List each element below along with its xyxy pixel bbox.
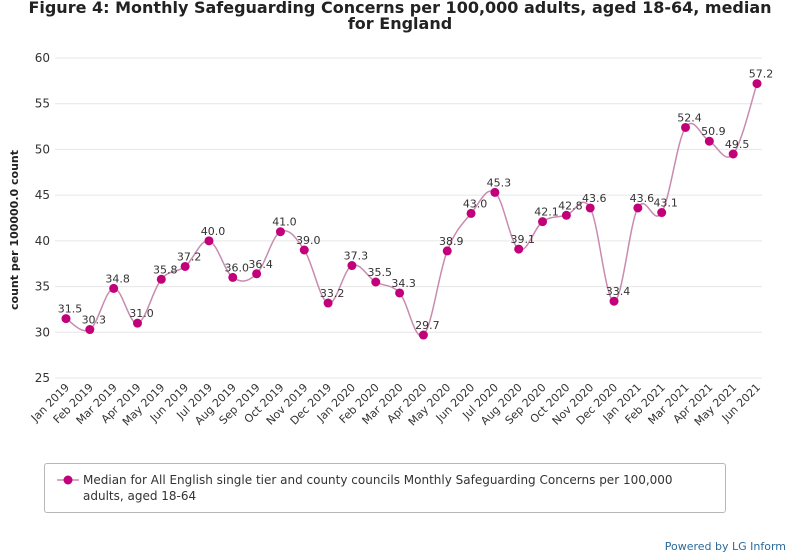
powered-by-credit[interactable]: Powered by LG Inform (664, 540, 786, 553)
data-point[interactable] (371, 277, 381, 287)
data-label: 36.0 (225, 261, 250, 274)
data-point[interactable] (466, 208, 476, 218)
data-label: 33.4 (606, 285, 631, 298)
data-point[interactable] (228, 272, 238, 282)
data-point[interactable] (633, 203, 643, 213)
data-point[interactable] (609, 296, 619, 306)
y-tick-label: 30 (35, 325, 50, 339)
legend-marker-icon (57, 475, 79, 485)
y-axis-title: count per 100000.0 count (8, 150, 21, 310)
data-label: 52.4 (677, 111, 702, 124)
data-point[interactable] (299, 245, 309, 255)
data-point[interactable] (561, 210, 571, 220)
y-tick-label: 40 (35, 234, 50, 248)
data-point[interactable] (275, 227, 285, 237)
data-point[interactable] (180, 261, 190, 271)
data-point[interactable] (132, 318, 142, 328)
legend-series-name: Median for All English single tier and c… (83, 473, 673, 503)
data-label: 34.3 (391, 277, 416, 290)
data-label: 43.1 (653, 197, 678, 210)
data-label: 57.2 (749, 68, 774, 81)
data-label: 49.5 (725, 138, 750, 151)
data-point[interactable] (85, 325, 95, 335)
y-tick-label: 45 (35, 188, 50, 202)
data-label: 43.6 (582, 192, 607, 205)
y-tick-label: 25 (35, 371, 50, 385)
data-point[interactable] (728, 149, 738, 159)
data-point[interactable] (418, 330, 428, 340)
data-label: 34.8 (105, 272, 130, 285)
data-label: 41.0 (272, 216, 297, 229)
data-point[interactable] (752, 79, 762, 89)
data-point[interactable] (585, 203, 595, 213)
data-label: 40.0 (201, 225, 226, 238)
data-point[interactable] (538, 217, 548, 227)
data-label: 45.3 (487, 176, 512, 189)
data-label: 39.0 (296, 234, 321, 247)
y-tick-label: 50 (35, 142, 50, 156)
data-label: 42.8 (558, 199, 583, 212)
y-tick-label: 60 (35, 51, 50, 65)
data-point[interactable] (109, 283, 119, 293)
data-label: 37.2 (177, 250, 202, 263)
chart-title-line-1: Figure 4: Monthly Safeguarding Concerns … (28, 0, 772, 17)
chart-title-line-2: for England (347, 14, 453, 33)
data-label: 35.5 (368, 266, 393, 279)
data-label: 36.4 (248, 258, 273, 271)
data-label: 43.6 (630, 192, 655, 205)
data-label: 50.9 (701, 125, 726, 138)
data-label: 30.3 (82, 314, 107, 327)
legend: Median for All English single tier and c… (44, 463, 726, 513)
data-point[interactable] (61, 314, 71, 324)
data-point[interactable] (323, 298, 333, 308)
data-label: 43.0 (463, 197, 488, 210)
data-point[interactable] (252, 269, 262, 279)
data-label: 33.2 (320, 287, 345, 300)
data-label: 37.3 (344, 250, 369, 263)
data-point[interactable] (395, 288, 405, 298)
data-label: 35.8 (153, 263, 178, 276)
data-point[interactable] (657, 208, 667, 218)
data-label: 42.1 (534, 206, 559, 219)
y-tick-label: 35 (35, 280, 50, 294)
data-point[interactable] (347, 261, 357, 271)
data-point[interactable] (490, 187, 500, 197)
data-point[interactable] (681, 122, 691, 132)
data-label: 31.0 (129, 307, 154, 320)
data-point[interactable] (442, 246, 452, 256)
data-label: 29.7 (415, 319, 440, 332)
data-point[interactable] (204, 236, 214, 246)
data-point[interactable] (514, 244, 524, 254)
data-label: 31.5 (58, 303, 83, 316)
data-point[interactable] (156, 274, 166, 284)
data-point[interactable] (704, 136, 714, 146)
data-label: 39.1 (510, 233, 535, 246)
y-tick-label: 55 (35, 97, 50, 111)
data-label: 38.9 (439, 235, 464, 248)
series-line (65, 83, 758, 337)
chart-title: Figure 4: Monthly Safeguarding Concerns … (0, 0, 800, 32)
